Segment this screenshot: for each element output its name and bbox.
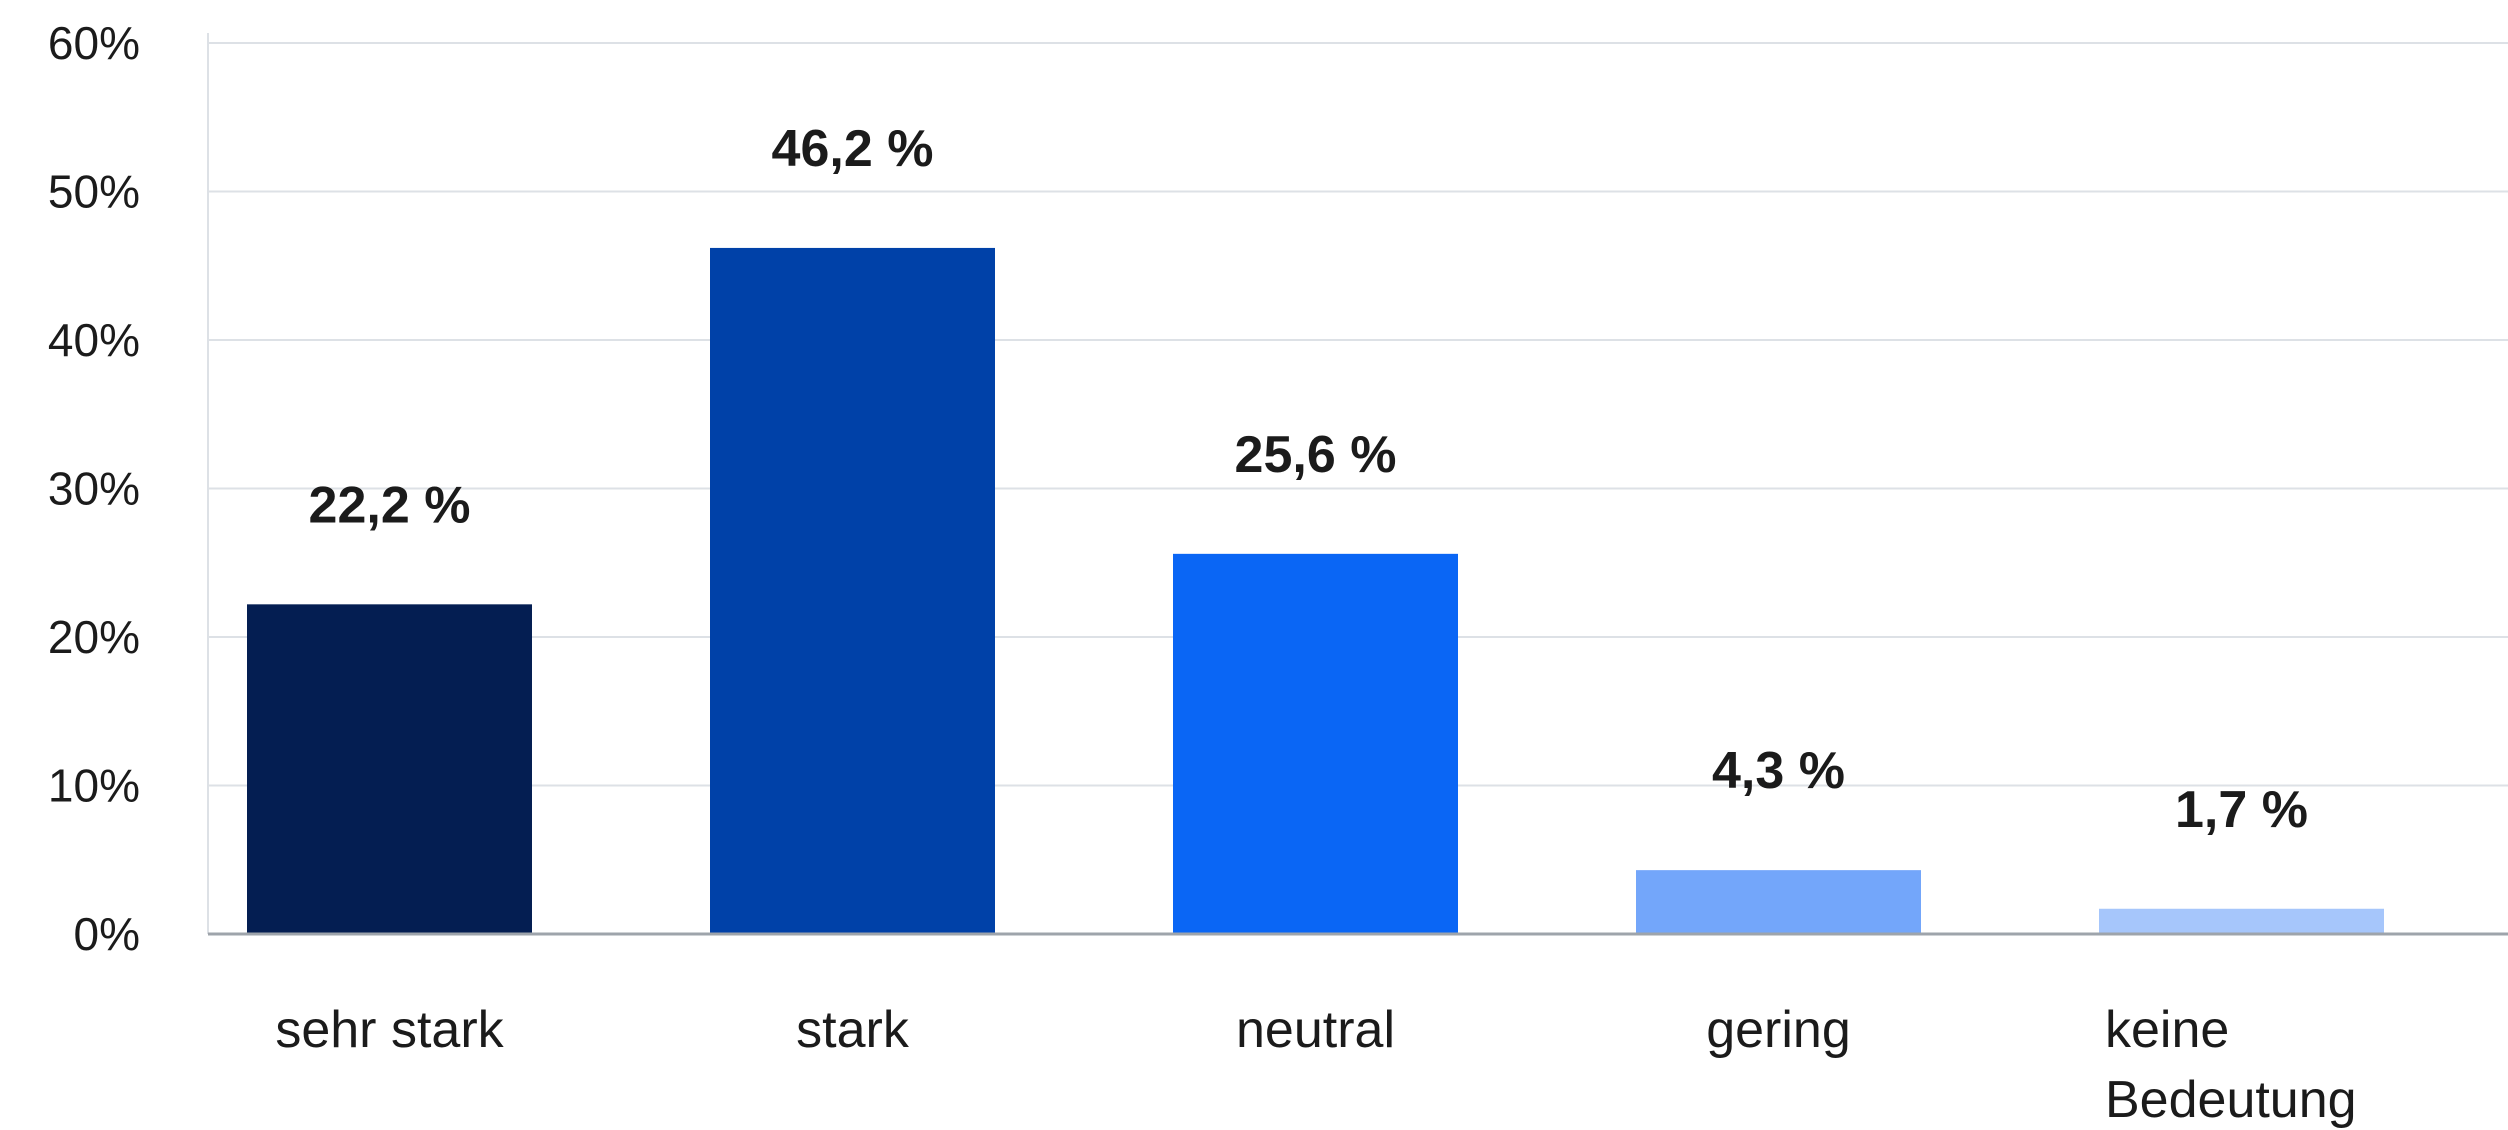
y-tick-label: 60% [48,17,140,69]
y-tick-label: 40% [48,314,140,366]
x-tick-label: keine Bedeutung [2105,1001,2357,1129]
bars [247,247,2384,934]
y-axis-tick-labels: 0% 10% 20% 30% 40% 50% 60% [48,17,140,960]
x-tick-label: gering [1706,1001,1851,1059]
x-tick-label-line: stark [796,1001,910,1059]
data-labels: 22,2 % 46,2 % 25,6 % 4,3 % 1,7 % [309,120,2308,839]
data-label: 46,2 % [772,120,934,178]
gridlines [207,33,2508,934]
x-axis-category-labels: sehr stark stark neutral gering keine Bedeutu… [275,1001,2356,1129]
bar [1173,553,1458,934]
x-tick-label-line: Bedeutung [2105,1071,2357,1129]
x-tick-label-line: sehr stark [275,1001,504,1059]
y-tick-label: 20% [48,611,140,663]
y-tick-label: 30% [48,463,140,515]
y-tick-label: 10% [48,760,140,812]
x-tick-label-line: gering [1706,1001,1851,1059]
bar [2099,908,2384,934]
x-tick-label: sehr stark [275,1001,504,1059]
bar [710,247,995,934]
data-label: 25,6 % [1235,426,1397,484]
bar [1636,870,1921,934]
x-tick-label: stark [796,1001,910,1059]
data-label: 22,2 % [309,476,471,534]
x-tick-label: neutral [1236,1001,1395,1059]
x-tick-label-line: keine [2105,1001,2229,1059]
y-tick-label: 0% [74,908,140,960]
x-tick-label-line: neutral [1236,1001,1395,1059]
bar [247,604,532,934]
y-tick-label: 50% [48,166,140,218]
data-label: 1,7 % [2175,781,2308,839]
data-label: 4,3 % [1712,742,1845,800]
